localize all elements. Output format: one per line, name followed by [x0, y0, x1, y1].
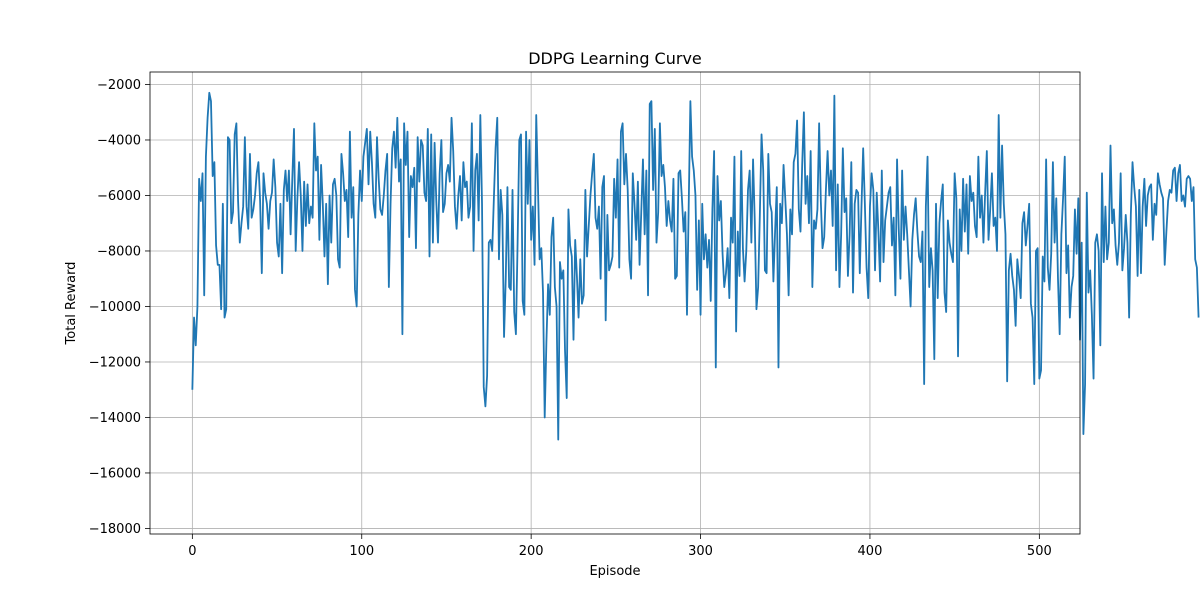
y-axis-ticks: −18000 −16000 −14000 −12000 −10000 −8000 −6000… [89, 78, 150, 537]
x-tick-label: 500 [1027, 544, 1052, 559]
series-layer [191, 91, 1200, 441]
x-tick-label: 100 [349, 544, 374, 559]
y-tick-label: −14000 [89, 411, 141, 426]
y-tick-label: −8000 [97, 244, 141, 259]
y-tick-label: −16000 [89, 466, 141, 481]
y-tick-label: −12000 [89, 355, 141, 370]
plot-frame [149, 71, 1081, 535]
x-tick-label: 200 [519, 544, 544, 559]
x-tick-label: 300 [688, 544, 713, 559]
chart-title: DDPG Learning Curve [528, 49, 702, 68]
y-tick-label: −10000 [89, 300, 141, 315]
y-tick-label: −6000 [97, 189, 141, 204]
y-tick-label: −4000 [97, 133, 141, 148]
x-tick-label: 400 [858, 544, 883, 559]
x-axis-ticks: 0 100 200 300 400 500 [188, 534, 1052, 559]
x-tick-label: 0 [188, 544, 196, 559]
series-line [191, 91, 1200, 441]
x-axis-title: Episode [589, 564, 640, 579]
y-tick-label: −2000 [97, 78, 141, 93]
y-axis-title: Total Reward [64, 262, 79, 346]
y-tick-label: −18000 [89, 522, 141, 537]
